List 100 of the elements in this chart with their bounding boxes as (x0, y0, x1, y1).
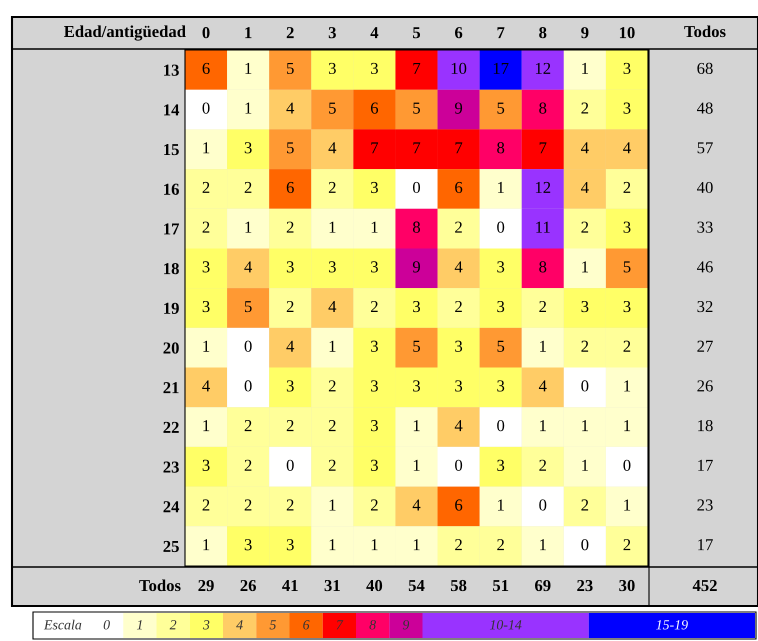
data-label: 5 (413, 340, 420, 352)
data-label: 1 (414, 460, 420, 471)
data-label: 4 (581, 182, 589, 193)
data-label: 3 (497, 460, 504, 471)
text: 69 (535, 580, 551, 592)
data-label: 1 (372, 222, 378, 233)
y2-tick-label: 17 (698, 539, 713, 550)
data-label: 3 (286, 539, 294, 550)
y-tick-label: 17 (164, 223, 180, 234)
data-label: 0 (497, 420, 504, 432)
color-bar-label: 7 (336, 620, 344, 630)
text: 31 (324, 580, 340, 592)
y-tick-label: 13 (164, 64, 179, 76)
data-label: 2 (244, 420, 252, 432)
data-label: 3 (497, 261, 504, 272)
data-label: 3 (371, 340, 378, 352)
data-label: 4 (328, 301, 336, 312)
data-label: 1 (330, 499, 336, 510)
color-bar-label: 15-19 (656, 620, 688, 630)
data-label: 2 (581, 499, 588, 510)
data-label: 2 (244, 499, 252, 510)
x-tick-label: 9 (581, 27, 588, 38)
y-tick-label: 23 (163, 462, 179, 473)
data-label: 0 (539, 499, 546, 511)
color-bar-label: 10-14 (490, 620, 522, 630)
data-label: 4 (538, 380, 547, 392)
data-label: 0 (412, 182, 420, 194)
data-label: 1 (245, 102, 252, 114)
data-label: 7 (413, 142, 420, 154)
data-label: 4 (286, 340, 294, 352)
color-bar-label: 6 (303, 620, 310, 630)
data-label: 5 (624, 261, 630, 272)
data-label: 5 (329, 102, 336, 114)
data-label: 1 (203, 142, 210, 154)
data-label: 2 (497, 539, 504, 550)
data-label: 1 (582, 420, 588, 432)
data-label: 1 (330, 222, 336, 233)
y2-tick-label: 26 (697, 380, 713, 392)
data-label: 2 (286, 499, 294, 510)
y2-tick-label: 57 (698, 142, 713, 154)
data-label: 2 (202, 182, 210, 193)
data-label: 3 (202, 300, 210, 312)
color-bar-label: 0 (104, 620, 110, 630)
data-label: 3 (371, 380, 378, 392)
data-label: 2 (202, 499, 210, 510)
data-label: 5 (287, 62, 294, 74)
data-label: 1 (582, 460, 588, 471)
data-label: 1 (540, 539, 546, 550)
data-label: 0 (244, 340, 252, 352)
data-label: 3 (286, 380, 294, 392)
x-tick-label: 10 (620, 27, 635, 38)
data-label: 2 (624, 340, 630, 352)
data-label: 3 (244, 539, 252, 550)
data-label: 5 (287, 142, 294, 154)
data-label: 8 (412, 222, 420, 233)
data-label: 2 (581, 340, 588, 352)
text: 29 (198, 580, 214, 592)
color-bar-label: 9 (402, 620, 410, 630)
data-label: 1 (414, 539, 420, 550)
data-label: 1 (245, 62, 252, 74)
data-label: 3 (371, 261, 378, 272)
data-label: 2 (244, 460, 252, 471)
data-label: 2 (581, 222, 588, 233)
y2-tick-label: 48 (696, 102, 713, 114)
data-label: 2 (286, 222, 294, 233)
y2-tick-label: 27 (697, 340, 713, 352)
y-tick-label: 22 (163, 422, 179, 433)
data-label: 2 (455, 222, 462, 233)
data-label: 7 (456, 142, 462, 154)
color-bar-label: 5 (270, 620, 276, 630)
data-label: 4 (623, 142, 631, 154)
y2-axis-title: Todos (684, 25, 726, 38)
data-label: 1 (330, 340, 336, 352)
color-bar-label: 3 (202, 620, 210, 630)
data-label: 6 (286, 182, 294, 194)
text: 54 (408, 580, 425, 592)
color-bar-title: Escala (44, 620, 82, 630)
data-label: 1 (582, 261, 588, 272)
category-label: 23 (577, 580, 593, 592)
data-label: 12 (536, 182, 550, 193)
data-label: 6 (455, 182, 462, 194)
color-bar-label: 1 (136, 620, 142, 630)
data-label: 2 (624, 539, 630, 550)
data-label: 1 (203, 340, 210, 352)
data-label: 4 (202, 380, 210, 392)
data-label: 3 (581, 300, 588, 312)
x-tick-label: 1 (245, 27, 252, 38)
data-label: 1 (203, 420, 210, 432)
data-label: 4 (454, 420, 462, 432)
data-label: 0 (497, 222, 504, 233)
data-label: 2 (370, 300, 378, 312)
y2-tick-label: 46 (696, 261, 713, 272)
data-label: 3 (497, 300, 504, 312)
data-label: 2 (539, 460, 546, 471)
data-label: 5 (497, 102, 504, 114)
data-label: 2 (370, 499, 378, 510)
data-label: 3 (371, 460, 378, 471)
y2-tick-label: 40 (696, 182, 713, 194)
data-label: 3 (328, 261, 336, 272)
x-tick-label: 8 (539, 27, 546, 38)
